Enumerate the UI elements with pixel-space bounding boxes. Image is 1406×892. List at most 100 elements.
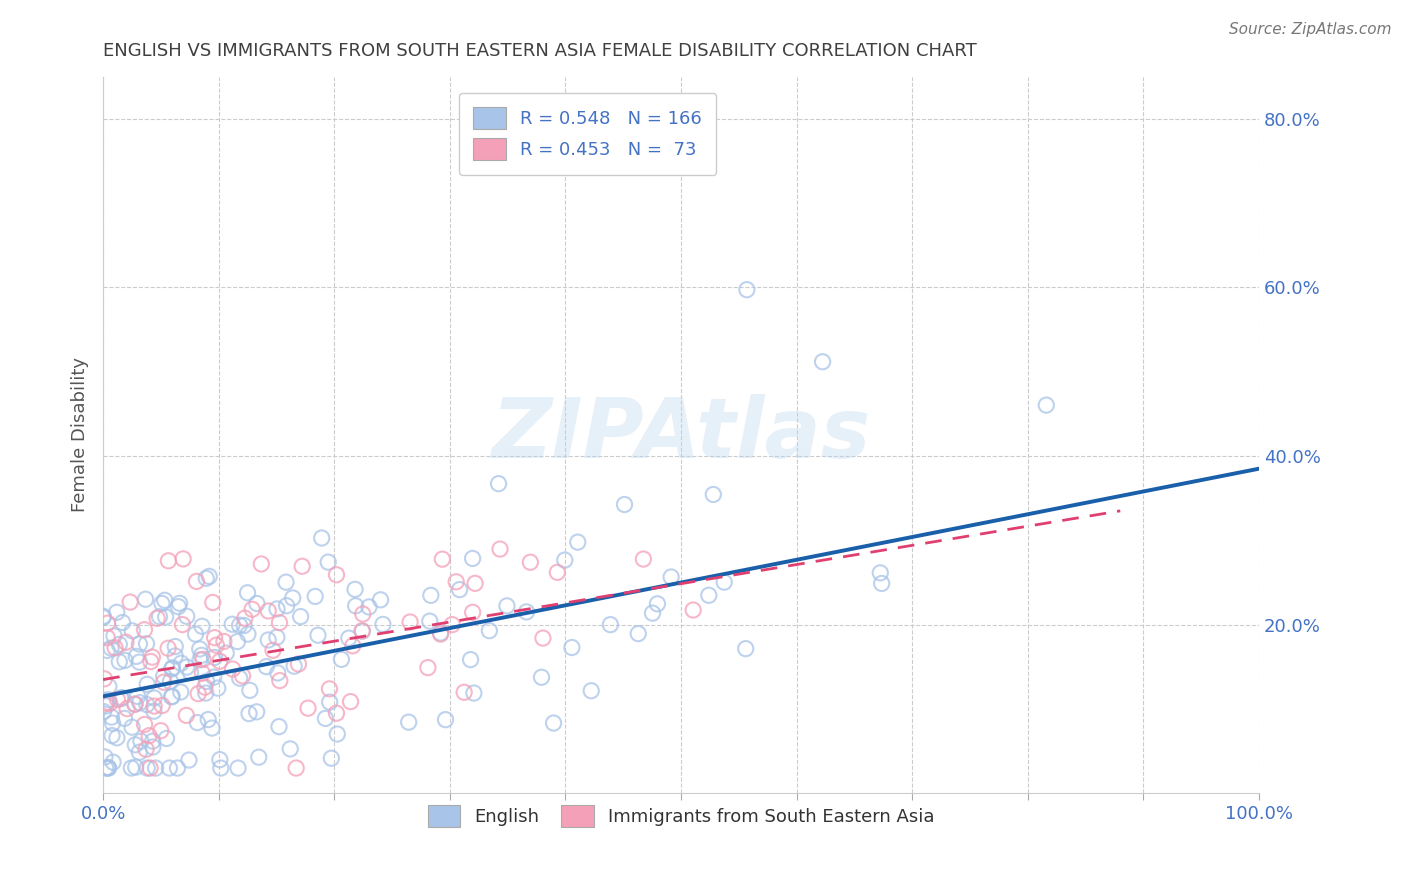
Point [734, 641, 756, 656]
Point [128, 696, 150, 710]
Point [114, 653, 136, 667]
Point [449, 582, 471, 597]
Point [108, 655, 131, 669]
Text: ZIPAtlas: ZIPAtlas [491, 394, 870, 475]
Point [546, 566, 568, 580]
Point [104, 640, 127, 655]
Point [266, 630, 288, 644]
Point [250, 557, 273, 571]
Point [97, 760, 120, 774]
Point [188, 653, 211, 667]
Point [125, 649, 148, 664]
Point [186, 715, 208, 730]
Point [613, 498, 636, 512]
Point [283, 659, 305, 673]
Point [105, 605, 128, 619]
Point [121, 624, 143, 638]
Point [682, 603, 704, 617]
Point [304, 590, 326, 604]
Point [115, 635, 138, 649]
Point [463, 686, 485, 700]
Point [152, 675, 174, 690]
Point [318, 681, 340, 696]
Point [269, 615, 291, 630]
Point [176, 660, 198, 674]
Point [197, 713, 219, 727]
Point [339, 695, 361, 709]
Text: Source: ZipAtlas.com: Source: ZipAtlas.com [1229, 22, 1392, 37]
Point [370, 592, 392, 607]
Point [204, 650, 226, 665]
Point [325, 706, 347, 721]
Point [221, 617, 243, 632]
Point [177, 753, 200, 767]
Point [246, 597, 269, 611]
Point [330, 652, 353, 666]
Point [342, 639, 364, 653]
Point [278, 742, 301, 756]
Point [176, 708, 198, 723]
Point [169, 596, 191, 610]
Point [247, 750, 270, 764]
Point [240, 602, 263, 616]
Point [128, 637, 150, 651]
Point [97, 761, 120, 775]
Point [489, 542, 512, 557]
Point [142, 739, 165, 754]
Point [254, 659, 277, 673]
Point [496, 599, 519, 613]
Point [285, 761, 308, 775]
Point [135, 742, 157, 756]
Point [194, 686, 217, 700]
Point [141, 650, 163, 665]
Point [579, 683, 602, 698]
Point [191, 666, 214, 681]
Point [735, 283, 758, 297]
Point [150, 698, 173, 713]
Point [307, 628, 329, 642]
Text: ENGLISH VS IMMIGRANTS FROM SOUTH EASTERN ASIA FEMALE DISABILITY CORRELATION CHAR: ENGLISH VS IMMIGRANTS FROM SOUTH EASTERN… [103, 42, 977, 60]
Point [239, 683, 262, 698]
Point [287, 657, 309, 671]
Point [103, 629, 125, 643]
Point [98, 697, 121, 711]
Point [311, 531, 333, 545]
Point [267, 665, 290, 680]
Point [337, 631, 360, 645]
Point [143, 691, 166, 706]
Point [167, 599, 190, 614]
Point [153, 593, 176, 607]
Point [176, 609, 198, 624]
Point [325, 567, 347, 582]
Point [100, 641, 122, 656]
Point [461, 551, 484, 566]
Point [201, 721, 224, 735]
Point [191, 619, 214, 633]
Point [599, 617, 621, 632]
Point [149, 723, 172, 738]
Point [146, 611, 169, 625]
Point [121, 720, 143, 734]
Point [160, 662, 183, 676]
Point [101, 716, 124, 731]
Point [105, 731, 128, 745]
Point [257, 604, 280, 618]
Point [321, 751, 343, 765]
Point [811, 355, 834, 369]
Point [266, 602, 288, 616]
Point [124, 697, 146, 711]
Point [155, 731, 177, 746]
Point [136, 761, 159, 775]
Point [205, 638, 228, 652]
Point [488, 476, 510, 491]
Point [352, 624, 374, 638]
Point [647, 597, 669, 611]
Point [870, 576, 893, 591]
Point [344, 582, 367, 597]
Point [124, 698, 146, 712]
Point [138, 729, 160, 743]
Point [429, 626, 451, 640]
Point [134, 623, 156, 637]
Point [697, 588, 720, 602]
Point [228, 618, 250, 632]
